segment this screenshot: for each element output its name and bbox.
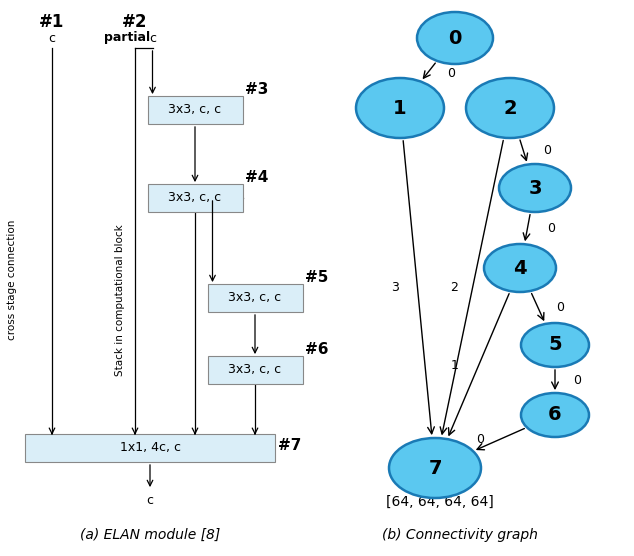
Text: 3x3, c, c: 3x3, c, c (169, 103, 221, 117)
FancyBboxPatch shape (25, 434, 275, 462)
Text: 3: 3 (528, 178, 541, 197)
Ellipse shape (389, 438, 481, 498)
Text: 2: 2 (451, 281, 458, 295)
Text: #7: #7 (278, 439, 301, 454)
Ellipse shape (466, 78, 554, 138)
Text: 0: 0 (573, 374, 581, 386)
Text: 0: 0 (556, 301, 564, 314)
FancyBboxPatch shape (148, 184, 242, 212)
Text: Stack in computational block: Stack in computational block (115, 224, 125, 376)
Text: 3x3, c, c: 3x3, c, c (228, 291, 281, 305)
Text: c: c (146, 494, 153, 507)
Text: 5: 5 (548, 335, 562, 355)
Text: #6: #6 (306, 342, 329, 358)
Ellipse shape (356, 78, 444, 138)
Text: partial: partial (104, 32, 150, 44)
Ellipse shape (521, 393, 589, 437)
Text: 7: 7 (428, 459, 442, 478)
Text: 0: 0 (543, 145, 552, 157)
Text: c: c (150, 32, 157, 44)
Text: 3: 3 (392, 281, 399, 295)
Ellipse shape (499, 164, 571, 212)
FancyBboxPatch shape (207, 284, 302, 312)
Text: 2: 2 (503, 98, 517, 117)
Ellipse shape (417, 12, 493, 64)
Text: 6: 6 (548, 405, 562, 424)
Ellipse shape (484, 244, 556, 292)
Text: #2: #2 (122, 13, 148, 31)
FancyBboxPatch shape (207, 356, 302, 384)
Text: 3x3, c, c: 3x3, c, c (228, 364, 281, 376)
Text: #5: #5 (306, 271, 329, 285)
Text: 1: 1 (451, 359, 458, 371)
Text: 0: 0 (548, 221, 555, 235)
FancyBboxPatch shape (148, 96, 242, 124)
Text: 0: 0 (448, 28, 462, 47)
Text: 0: 0 (447, 67, 455, 80)
Text: c: c (48, 32, 56, 44)
Text: 3x3, c, c: 3x3, c, c (169, 191, 221, 205)
Text: #4: #4 (245, 171, 269, 186)
Text: 1x1, 4c, c: 1x1, 4c, c (119, 441, 181, 454)
Text: 1: 1 (393, 98, 407, 117)
Text: cross stage connection: cross stage connection (7, 220, 17, 340)
Text: #1: #1 (39, 13, 65, 31)
Text: (a) ELAN module [8]: (a) ELAN module [8] (80, 528, 220, 542)
Text: 4: 4 (513, 259, 527, 277)
Text: #3: #3 (245, 82, 269, 97)
Ellipse shape (521, 323, 589, 367)
Text: [64, 64, 64, 64]: [64, 64, 64, 64] (386, 495, 494, 509)
Text: 0: 0 (476, 433, 484, 446)
Text: (b) Connectivity graph: (b) Connectivity graph (382, 528, 538, 542)
